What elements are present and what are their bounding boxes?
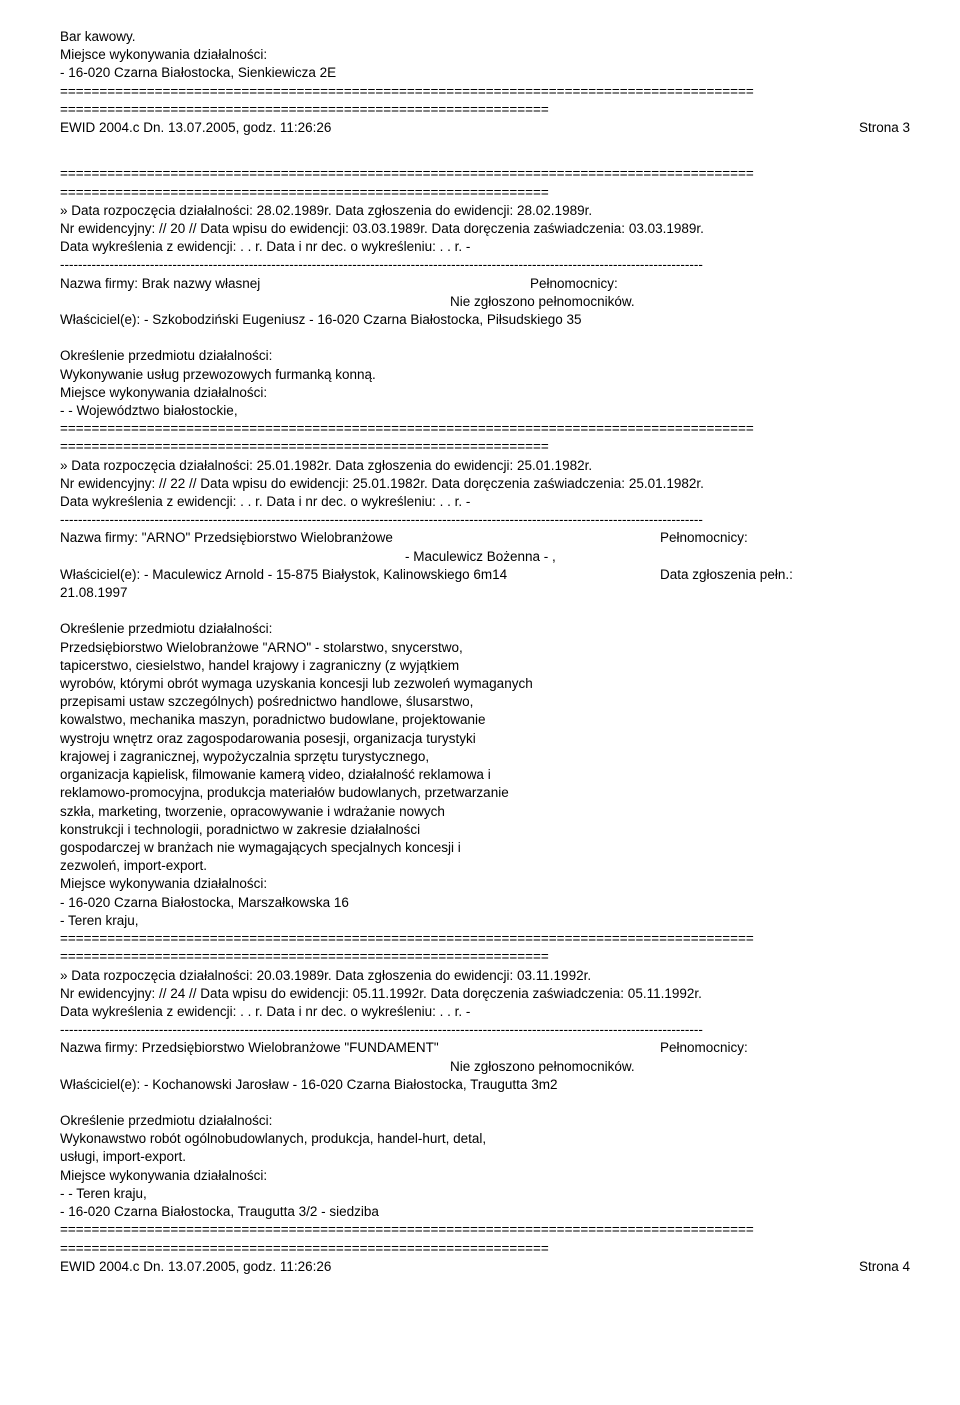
desc-line: reklamowo-promocyjna, produkcja materiał… bbox=[60, 784, 910, 802]
entry-niezgloszono: Nie zgłoszono pełnomocników. bbox=[450, 1058, 910, 1076]
separator-eq: ========================================… bbox=[60, 184, 910, 202]
desc-line: usługi, import-export. bbox=[60, 1148, 910, 1166]
entry-wykreslenia: Data wykreślenia z ewidencji: . . r. Dat… bbox=[60, 1003, 910, 1021]
separator-dash: ----------------------------------------… bbox=[60, 1021, 910, 1039]
entry-firma: Nazwa firmy: "ARNO" Przedsiębiorstwo Wie… bbox=[60, 529, 660, 547]
footer-left: EWID 2004.c Dn. 13.07.2005, godz. 11:26:… bbox=[60, 1258, 331, 1276]
desc-line: wystroju wnętrz oraz zagospodarowania po… bbox=[60, 730, 910, 748]
okreslenie-line: Wykonywanie usług przewozowych furmanką … bbox=[60, 366, 910, 384]
header-page: Strona 3 bbox=[859, 119, 910, 137]
separator-eq: ========================================… bbox=[60, 101, 910, 119]
desc-line: konstrukcji i technologii, poradnictwo w… bbox=[60, 821, 910, 839]
miejsce-line: - 16-020 Czarna Białostocka, Sienkiewicz… bbox=[60, 64, 910, 82]
footer-page: Strona 4 bbox=[859, 1258, 910, 1276]
miejsce-line: - - Teren kraju, bbox=[60, 1185, 910, 1203]
miejsce-line: - Teren kraju, bbox=[60, 912, 910, 930]
entry-rozpoczecia: » Data rozpoczęcia działalności: 28.02.1… bbox=[60, 202, 910, 220]
separator-dash: ----------------------------------------… bbox=[60, 256, 910, 274]
okreslenie-label: Określenie przedmiotu działalności: bbox=[60, 620, 910, 638]
miejsce-label: Miejsce wykonywania działalności: bbox=[60, 1167, 910, 1185]
page-footer: EWID 2004.c Dn. 13.07.2005, godz. 11:26:… bbox=[60, 1258, 910, 1276]
separator-eq: ========================================… bbox=[60, 1221, 910, 1239]
desc-line: Przedsiębiorstwo Wielobranżowe "ARNO" - … bbox=[60, 639, 910, 657]
separator-eq: ========================================… bbox=[60, 83, 910, 101]
separator-eq: ========================================… bbox=[60, 1240, 910, 1258]
miejsce-line: - 16-020 Czarna Białostocka, Marszałkows… bbox=[60, 894, 910, 912]
entry-wykreslenia: Data wykreślenia z ewidencji: . . r. Dat… bbox=[60, 238, 910, 256]
miejsce-label: Miejsce wykonywania działalności: bbox=[60, 384, 910, 402]
desc-line: wyrobów, którymi obrót wymaga uzyskania … bbox=[60, 675, 910, 693]
desc-line: organizacja kąpielisk, filmowanie kamerą… bbox=[60, 766, 910, 784]
entry-rozpoczecia: » Data rozpoczęcia działalności: 25.01.1… bbox=[60, 457, 910, 475]
entry-pelnomocnicy: Pełnomocnicy: bbox=[660, 529, 910, 547]
separator-eq: ========================================… bbox=[60, 165, 910, 183]
entry-rozpoczecia: » Data rozpoczęcia działalności: 20.03.1… bbox=[60, 967, 910, 985]
header-left: EWID 2004.c Dn. 13.07.2005, godz. 11:26:… bbox=[60, 119, 331, 137]
desc-line: kowalstwo, mechanika maszyn, poradnictwo… bbox=[60, 711, 910, 729]
separator-eq: ========================================… bbox=[60, 948, 910, 966]
entry-nrewid: Nr ewidencyjny: // 24 // Data wpisu do e… bbox=[60, 985, 910, 1003]
miejsce-line: - - Województwo białostockie, bbox=[60, 402, 910, 420]
entry-maculewicz: - Maculewicz Bożenna - , bbox=[405, 548, 910, 566]
entry-niezgloszono: Nie zgłoszono pełnomocników. bbox=[450, 293, 910, 311]
entry-nrewid: Nr ewidencyjny: // 20 // Data wpisu do e… bbox=[60, 220, 910, 238]
okreslenie-label: Określenie przedmiotu działalności: bbox=[60, 347, 910, 365]
desc-line: przepisami ustaw szczególnych) pośrednic… bbox=[60, 693, 910, 711]
entry-wlasciciel-row: Właściciel(e): - Maculewicz Arnold - 15-… bbox=[60, 566, 910, 584]
top-line: Bar kawowy. bbox=[60, 28, 910, 46]
separator-eq: ========================================… bbox=[60, 438, 910, 456]
entry-wlasciciel: Właściciel(e): - Maculewicz Arnold - 15-… bbox=[60, 566, 660, 584]
entry-firma: Nazwa firmy: Przedsiębiorstwo Wielobranż… bbox=[60, 1039, 660, 1057]
separator-dash: ----------------------------------------… bbox=[60, 511, 910, 529]
miejsce-line: - 16-020 Czarna Białostocka, Traugutta 3… bbox=[60, 1203, 910, 1221]
page-header: EWID 2004.c Dn. 13.07.2005, godz. 11:26:… bbox=[60, 119, 910, 137]
entry-firma-row: Nazwa firmy: Przedsiębiorstwo Wielobranż… bbox=[60, 1039, 910, 1057]
entry-wlasciciel: Właściciel(e): - Szkobodziński Eugeniusz… bbox=[60, 311, 910, 329]
desc-line: gospodarczej w branżach nie wymagających… bbox=[60, 839, 910, 857]
entry-pelnomocnicy: Pełnomocnicy: bbox=[660, 1039, 910, 1057]
entry-data-pel: 21.08.1997 bbox=[60, 584, 910, 602]
desc-line: zezwoleń, import-export. bbox=[60, 857, 910, 875]
entry-nrewid: Nr ewidencyjny: // 22 // Data wpisu do e… bbox=[60, 475, 910, 493]
miejsce-label: Miejsce wykonywania działalności: bbox=[60, 875, 910, 893]
desc-line: krajowej i zagranicznej, wypożyczalnia s… bbox=[60, 748, 910, 766]
entry-pelnomocnicy: Pełnomocnicy: bbox=[530, 275, 910, 293]
desc-line: tapicerstwo, ciesielstwo, handel krajowy… bbox=[60, 657, 910, 675]
desc-line: Wykonawstwo robót ogólnobudowlanych, pro… bbox=[60, 1130, 910, 1148]
entry-firma-row: Nazwa firmy: Brak nazwy własnej Pełnomoc… bbox=[60, 275, 910, 293]
miejsce-label: Miejsce wykonywania działalności: bbox=[60, 46, 910, 64]
entry-data-pel-label: Data zgłoszenia pełn.: bbox=[660, 566, 910, 584]
entry-wlasciciel: Właściciel(e): - Kochanowski Jarosław - … bbox=[60, 1076, 910, 1094]
separator-eq: ========================================… bbox=[60, 420, 910, 438]
entry-firma-row: Nazwa firmy: "ARNO" Przedsiębiorstwo Wie… bbox=[60, 529, 910, 547]
entry-firma: Nazwa firmy: Brak nazwy własnej bbox=[60, 275, 530, 293]
entry-wykreslenia: Data wykreślenia z ewidencji: . . r. Dat… bbox=[60, 493, 910, 511]
separator-eq: ========================================… bbox=[60, 930, 910, 948]
okreslenie-label: Określenie przedmiotu działalności: bbox=[60, 1112, 910, 1130]
desc-line: szkła, marketing, tworzenie, opracowywan… bbox=[60, 803, 910, 821]
